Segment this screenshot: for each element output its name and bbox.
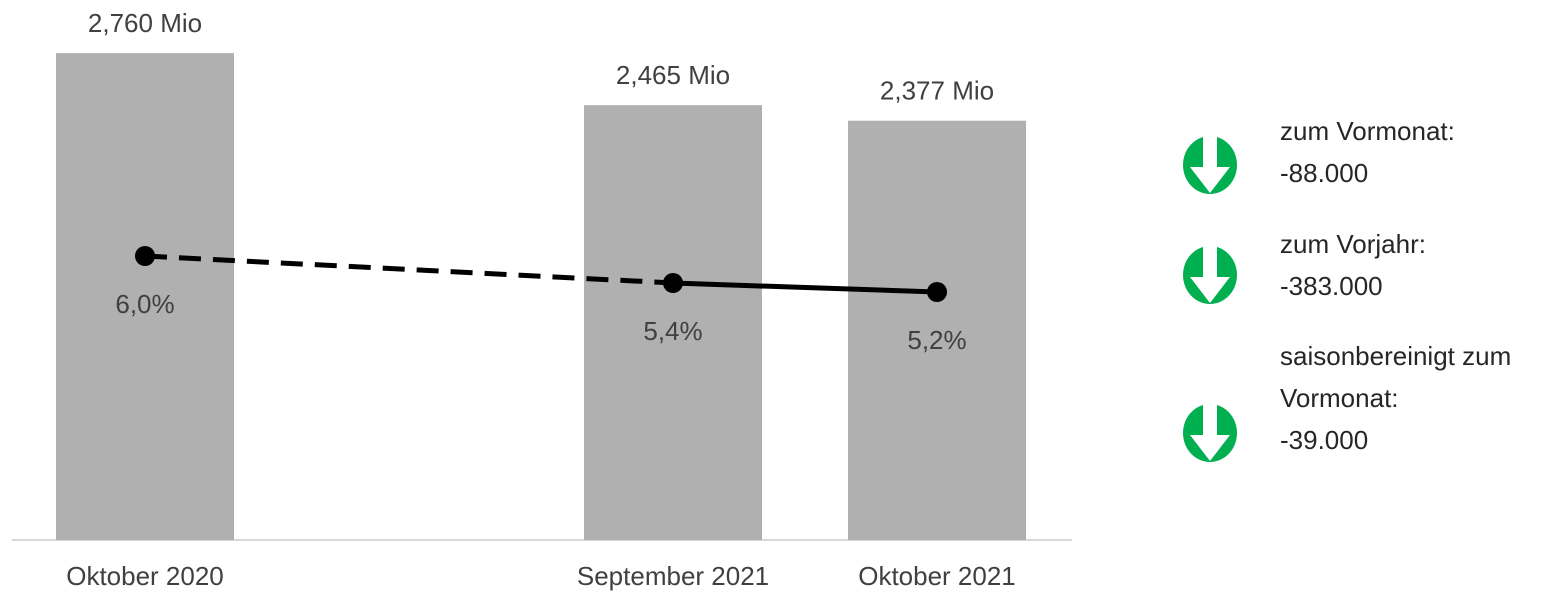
x-tick-label: Oktober 2020 [66, 561, 224, 591]
line-segment [144, 253, 674, 286]
x-tick-label: Oktober 2021 [858, 561, 1016, 591]
line-point [135, 246, 155, 266]
annotation-value: -88.000 [1280, 158, 1369, 188]
annotation-value: -39.000 [1280, 425, 1369, 455]
annotation-label: saisonbereinigt zum Vormonat: [1280, 341, 1512, 413]
down-icon [1183, 403, 1237, 462]
line-segment [672, 280, 938, 295]
annotation-label: zum Vormonat: [1280, 116, 1455, 146]
down-icon [1183, 135, 1237, 194]
line-label: 5,4% [643, 316, 702, 346]
annotation-label: zum Vorjahr: [1280, 229, 1426, 259]
bar [848, 120, 1026, 540]
bar [584, 105, 762, 540]
bar-label: 2,465 Mio [616, 60, 730, 90]
line-label: 6,0% [115, 289, 174, 319]
line-point [927, 282, 947, 302]
x-tick-label: September 2021 [577, 561, 769, 591]
line-label: 5,2% [907, 325, 966, 355]
annotation: saisonbereinigt zum Vormonat: -39.000 [1280, 335, 1564, 461]
bar-label: 2,760 Mio [88, 8, 202, 38]
icon-arrow [1190, 135, 1230, 193]
icon-arrow [1190, 245, 1230, 303]
down-icon [1183, 245, 1237, 304]
icon-arrow [1190, 403, 1230, 461]
bar [56, 53, 234, 541]
annotation: zum Vormonat: -88.000 [1280, 110, 1564, 194]
annotation-value: -383.000 [1280, 271, 1383, 301]
bar-label: 2,377 Mio [880, 76, 994, 106]
line-point [663, 273, 683, 293]
annotation: zum Vorjahr: -383.000 [1280, 223, 1564, 307]
